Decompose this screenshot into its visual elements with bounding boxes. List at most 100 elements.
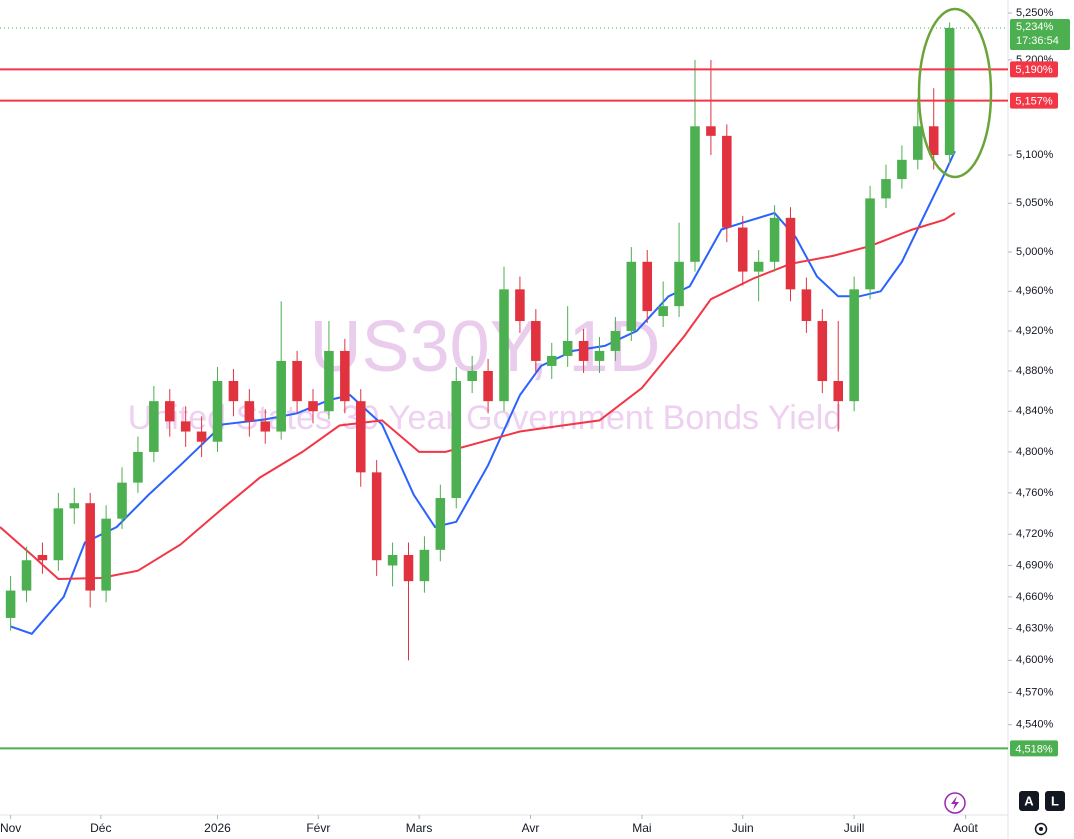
y-tick-label: 4,720% xyxy=(1016,528,1054,540)
candle-body xyxy=(467,370,477,382)
scale-button[interactable]: A xyxy=(1024,793,1034,808)
x-tick-label: Mai xyxy=(632,821,651,835)
x-tick-label: Mars xyxy=(406,821,433,835)
x-tick-label: Févr xyxy=(306,821,330,835)
x-tick-label: Nov xyxy=(0,821,21,835)
candle-body xyxy=(944,27,955,156)
candle-body xyxy=(546,355,557,366)
candle-body xyxy=(913,126,923,160)
scale-button-bg[interactable] xyxy=(1019,791,1039,811)
scale-button[interactable]: L xyxy=(1051,793,1059,808)
candle-body xyxy=(371,472,382,561)
lightning-icon xyxy=(944,792,966,814)
settings-icon[interactable] xyxy=(1034,822,1048,836)
candle-body xyxy=(419,549,430,582)
level-label-bg xyxy=(1010,61,1058,78)
y-tick-label: 4,880% xyxy=(1016,365,1054,377)
candle-body xyxy=(340,350,350,402)
candle-body xyxy=(483,370,493,402)
lightning-glyph xyxy=(951,796,959,810)
y-tick-label: 4,960% xyxy=(1016,285,1054,297)
candle-body xyxy=(308,401,318,412)
level-label-bg xyxy=(1010,92,1058,109)
moving-average xyxy=(10,150,956,635)
level-label: 5,190% xyxy=(1015,64,1053,76)
x-tick-label: Juin xyxy=(732,821,754,835)
x-tick-label: Août xyxy=(953,821,978,835)
candle-body xyxy=(324,350,334,412)
y-tick-label: 4,760% xyxy=(1016,487,1054,499)
moving-average xyxy=(0,212,956,581)
candle-body xyxy=(37,555,48,561)
candle-body xyxy=(674,261,684,307)
candle-body xyxy=(21,560,32,591)
level-label: 4,518% xyxy=(1015,743,1053,755)
last-price-label: 5,234% xyxy=(1016,21,1054,33)
candle-body xyxy=(531,321,541,361)
candle-body xyxy=(833,381,844,402)
candle-body xyxy=(133,451,143,483)
candle-body xyxy=(594,350,605,361)
candle-body xyxy=(355,401,366,473)
candle-body xyxy=(387,555,398,566)
scale-button-bg[interactable] xyxy=(1045,791,1065,811)
candle-body xyxy=(897,159,907,180)
x-tick-label: Avr xyxy=(522,821,540,835)
annotation-ellipse xyxy=(917,7,993,179)
candle-body xyxy=(865,198,875,290)
candle-body xyxy=(928,126,939,156)
candle-body xyxy=(626,261,637,331)
watermark-description: United States 30 Year Government Bonds Y… xyxy=(128,399,842,437)
candle-body xyxy=(451,381,462,499)
candle-body xyxy=(801,289,812,322)
candle-body xyxy=(769,217,780,262)
candle-body xyxy=(164,401,175,422)
y-tick-label: 4,600% xyxy=(1016,654,1054,666)
candle-body xyxy=(292,360,302,402)
candle-body xyxy=(228,381,239,402)
candle-body xyxy=(196,431,207,442)
candle-body xyxy=(658,306,668,317)
candle-body xyxy=(5,590,16,618)
last-price-bg xyxy=(1010,18,1070,50)
candle-body xyxy=(849,289,859,402)
candle-body xyxy=(53,508,64,561)
y-tick-label: 4,660% xyxy=(1016,591,1054,603)
candle-body xyxy=(499,289,509,402)
candle-body xyxy=(610,330,621,351)
candle-body xyxy=(85,503,95,591)
y-tick-label: 5,250% xyxy=(1016,7,1054,19)
y-tick-label: 4,540% xyxy=(1016,719,1054,731)
candle-body xyxy=(706,126,716,136)
candle-body xyxy=(722,135,732,228)
candle-body xyxy=(737,227,748,272)
level-label-bg xyxy=(1010,740,1058,757)
y-tick-label: 4,920% xyxy=(1016,325,1054,337)
candle-body xyxy=(642,261,653,312)
x-tick-label: Juill xyxy=(844,821,865,835)
x-tick-label: Déc xyxy=(90,821,111,835)
candle-body xyxy=(260,421,271,432)
candle-body xyxy=(515,289,525,322)
candle-body xyxy=(578,340,589,361)
candle-body xyxy=(690,126,700,262)
x-tick-label: 2026 xyxy=(204,821,231,835)
y-tick-label: 4,800% xyxy=(1016,446,1054,458)
candle-body xyxy=(69,503,80,509)
candle-body xyxy=(180,421,191,432)
y-tick-label: 4,630% xyxy=(1016,622,1054,634)
candle-body xyxy=(244,401,255,422)
candle-body xyxy=(435,498,446,550)
candle-body xyxy=(785,217,796,290)
settings-icon-center xyxy=(1039,827,1043,831)
candle-body xyxy=(101,518,111,591)
candle-body xyxy=(117,482,127,519)
y-tick-label: 4,690% xyxy=(1016,559,1054,571)
candle-body xyxy=(817,321,828,382)
candle-body xyxy=(276,360,286,432)
y-tick-label: 5,100% xyxy=(1016,149,1054,161)
candle-body xyxy=(149,401,159,452)
y-tick-label: 5,000% xyxy=(1016,246,1054,258)
